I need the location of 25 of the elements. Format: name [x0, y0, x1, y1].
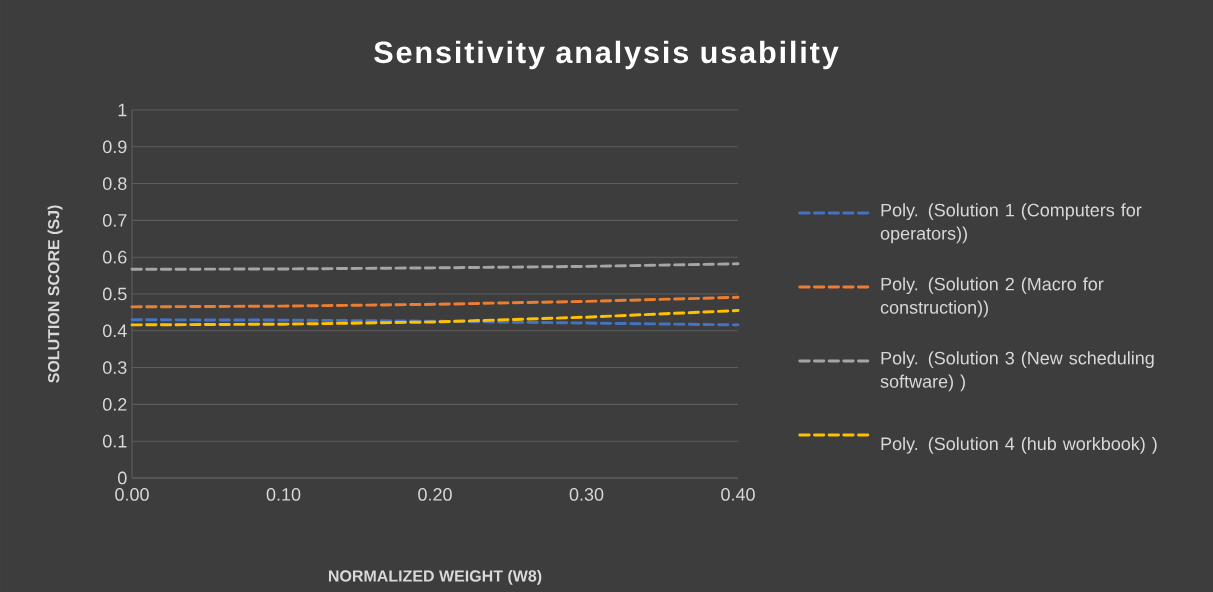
- y-tick-label: 0.5: [102, 287, 127, 301]
- line-series: [130, 295, 740, 309]
- y-tick-label: 0.7: [102, 214, 127, 227]
- y-tick-label: 0: [118, 471, 127, 485]
- y-tick-label: 0.6: [102, 250, 127, 264]
- y-axis-title: SOLUTION SCORE (SJ): [47, 205, 63, 383]
- legend-label: Poly. (Solution 1 (Computers for operators)): [880, 203, 1142, 244]
- legend-label: Poly. (Solution 3 (New scheduling software) ): [880, 351, 1154, 392]
- chart-title: Sensitivity analysis usability: [374, 40, 839, 70]
- legend-label: Poly. (Solution 4 (hub workbook) ): [881, 436, 1157, 454]
- y-tick-label: 1: [118, 103, 127, 117]
- y-tick-label: 0.2: [102, 398, 127, 411]
- y-tick-label: 0.4: [102, 324, 127, 338]
- x-axis-title: NORMALIZED WEIGHT (W8): [328, 569, 542, 585]
- y-tick-label: 0.3: [102, 361, 127, 374]
- x-tick-label: 0.10: [266, 488, 301, 501]
- legend-label: Poly. (Solution 2 (Macro for construction)): [880, 277, 1104, 318]
- x-tick-label: 0.40: [721, 488, 755, 501]
- x-tick-label: 0.00: [115, 488, 149, 501]
- y-tick-label: 0.8: [102, 177, 127, 190]
- x-tick-label: 0.30: [569, 488, 604, 501]
- y-tick-label: 0.9: [102, 140, 127, 154]
- x-tick-label: 0.20: [418, 488, 452, 501]
- y-tick-label: 0.1: [102, 434, 127, 448]
- line-series: [130, 309, 740, 327]
